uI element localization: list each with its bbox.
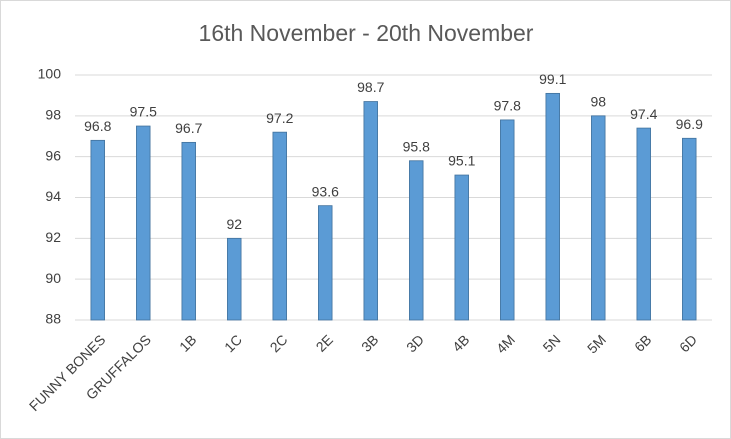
- data-label: 97.2: [266, 110, 293, 126]
- bar: [682, 137, 697, 321]
- bar: [227, 237, 242, 321]
- y-tick-label: 94: [45, 188, 61, 204]
- data-label: 98: [590, 94, 606, 110]
- y-tick-label: 90: [45, 270, 61, 286]
- y-tick-label: 96: [45, 147, 61, 163]
- y-tick-label: 92: [45, 229, 61, 245]
- bar: [136, 125, 151, 321]
- y-tick-label: 98: [45, 107, 61, 123]
- bar: [272, 131, 287, 321]
- bar: [636, 127, 651, 321]
- bar: [500, 119, 515, 321]
- data-label: 92: [226, 216, 242, 232]
- bar: [318, 205, 333, 321]
- data-label: 98.7: [357, 79, 384, 95]
- bar: [454, 174, 469, 321]
- data-label: 97.5: [130, 104, 157, 120]
- data-label: 96.9: [676, 116, 703, 132]
- bar: [591, 115, 606, 321]
- chart-title: 16th November - 20th November: [199, 20, 534, 46]
- data-label: 99.1: [539, 71, 566, 87]
- bar: [181, 141, 196, 321]
- bar: [363, 101, 378, 321]
- data-label: 96.8: [84, 118, 111, 134]
- y-tick-label: 88: [45, 311, 61, 327]
- data-label: 96.7: [175, 120, 202, 136]
- y-tick-label: 100: [38, 66, 62, 82]
- bar: [545, 92, 560, 321]
- bar: [409, 160, 424, 321]
- data-label: 97.4: [630, 106, 657, 122]
- data-label: 97.8: [494, 98, 521, 114]
- data-label: 95.1: [448, 153, 475, 169]
- data-label: 95.8: [403, 138, 430, 154]
- data-label: 93.6: [312, 183, 339, 199]
- bar: [90, 139, 105, 321]
